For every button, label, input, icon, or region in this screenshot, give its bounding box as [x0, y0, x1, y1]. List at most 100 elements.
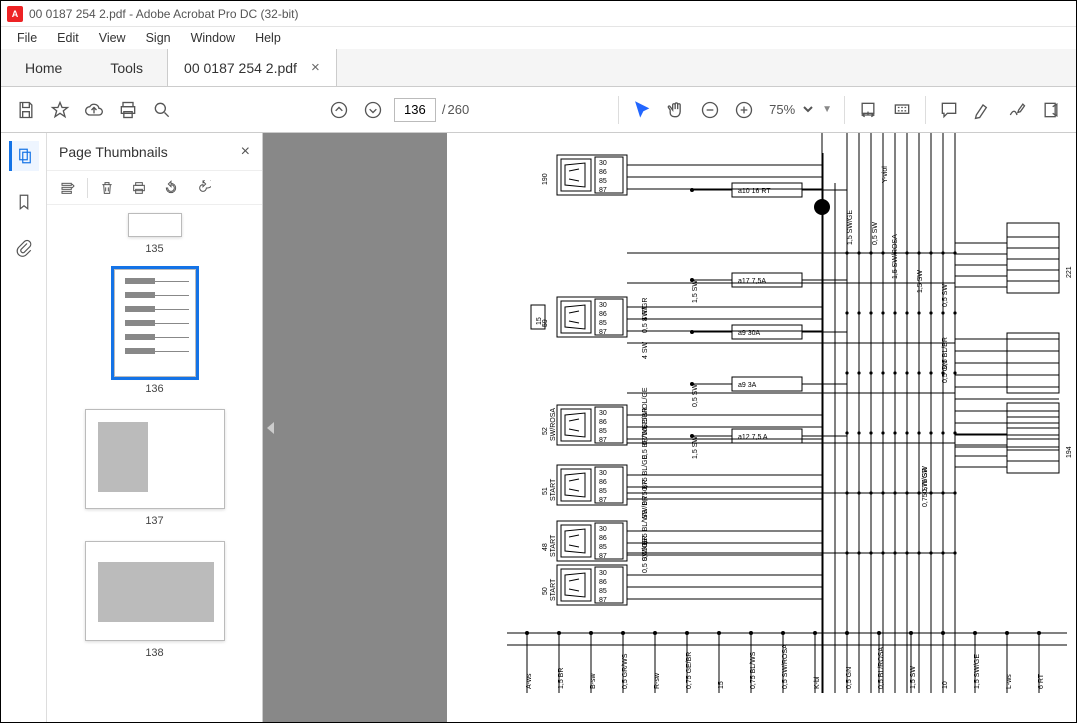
thumb-rotate-cw-icon[interactable] [190, 175, 216, 201]
svg-text:0,5 GR/WS: 0,5 GR/WS [622, 653, 629, 689]
thumbnails-close-icon[interactable]: × [241, 143, 250, 161]
main-area: Page Thumbnails × 135 136 137 138 30 86 85 87 1… [1, 133, 1076, 722]
zoom-out-icon[interactable] [693, 93, 727, 127]
comment-icon[interactable] [932, 93, 966, 127]
svg-text:0,5 BL/ROSA: 0,5 BL/ROSA [878, 647, 885, 689]
thumbnail-item[interactable]: 137 [47, 409, 262, 527]
thumb-options-icon[interactable] [55, 175, 81, 201]
rail-thumbnails-icon[interactable] [9, 141, 39, 171]
svg-text:+30: +30 [816, 205, 828, 212]
svg-text:0,5 SW/ROSA: 0,5 SW/ROSA [782, 644, 789, 689]
menu-help[interactable]: Help [245, 29, 291, 47]
menu-sign[interactable]: Sign [136, 29, 181, 47]
svg-text:4 SW: 4 SW [642, 341, 649, 359]
thumb-delete-icon[interactable] [94, 175, 120, 201]
svg-text:194: 194 [1066, 446, 1073, 458]
page-display-icon[interactable] [885, 93, 919, 127]
rail-bookmark-icon[interactable] [9, 187, 39, 217]
thumbnails-header: Page Thumbnails × [47, 133, 262, 171]
svg-text:48: 48 [542, 543, 549, 551]
svg-text:1,5 SW: 1,5 SW [917, 270, 924, 293]
save-icon[interactable] [9, 93, 43, 127]
svg-text:87: 87 [599, 553, 607, 560]
svg-text:0,75 GE/BR: 0,75 GE/BR [686, 652, 693, 689]
find-icon[interactable] [145, 93, 179, 127]
title-bar: A 00 0187 254 2.pdf - Adobe Acrobat Pro … [1, 1, 1076, 27]
thumbnail-label: 137 [145, 515, 163, 527]
highlight-icon[interactable] [966, 93, 1000, 127]
app-icon: A [7, 6, 23, 22]
svg-text:87: 87 [599, 597, 607, 604]
thumbnails-list[interactable]: 135 136 137 138 [47, 205, 262, 722]
svg-text:B-sw: B-sw [590, 673, 597, 690]
toolbar: / 260 75% ▼ [1, 87, 1076, 133]
svg-text:86: 86 [599, 535, 607, 542]
svg-text:K-bl: K-bl [814, 676, 821, 689]
share-icon[interactable] [1034, 93, 1068, 127]
sign-icon[interactable] [1000, 93, 1034, 127]
svg-text:221: 221 [1066, 266, 1073, 278]
thumbnail-item[interactable]: 138 [47, 541, 262, 659]
svg-text:30: 30 [599, 526, 607, 533]
tab-close-icon[interactable]: × [311, 59, 320, 76]
svg-text:0,5 SW/GR: 0,5 SW/GR [642, 298, 649, 333]
panel-collapse-handle[interactable] [263, 133, 277, 722]
collapse-triangle-icon[interactable] [267, 422, 274, 434]
thumbnails-toolbar [47, 171, 262, 205]
menu-bar: File Edit View Sign Window Help [1, 27, 1076, 49]
svg-text:0,5 SW: 0,5 SW [942, 284, 949, 307]
svg-text:87: 87 [599, 497, 607, 504]
thumb-print-icon[interactable] [126, 175, 152, 201]
select-tool-icon[interactable] [625, 93, 659, 127]
tab-home[interactable]: Home [1, 49, 86, 86]
thumbnails-title: Page Thumbnails [59, 144, 168, 160]
svg-text:0,75 SW/GR: 0,75 SW/GR [922, 468, 929, 507]
print-icon[interactable] [111, 93, 145, 127]
page-up-icon[interactable] [322, 93, 356, 127]
svg-text:30: 30 [599, 302, 607, 309]
svg-text:30: 30 [599, 470, 607, 477]
menu-view[interactable]: View [89, 29, 136, 47]
menu-edit[interactable]: Edit [47, 29, 89, 47]
thumbnails-panel: Page Thumbnails × 135 136 137 138 [47, 133, 263, 722]
fit-width-icon[interactable] [851, 93, 885, 127]
page-down-icon[interactable] [356, 93, 390, 127]
svg-text:0,75 BR: 0,75 BR [642, 536, 649, 561]
svg-text:0,5 SW: 0,5 SW [692, 384, 699, 407]
svg-text:L-ws: L-ws [1006, 674, 1013, 689]
svg-text:85: 85 [599, 428, 607, 435]
svg-text:START: START [550, 478, 557, 501]
svg-text:85: 85 [599, 588, 607, 595]
menu-window[interactable]: Window [181, 29, 245, 47]
svg-text:0,5 GN: 0,5 GN [846, 667, 853, 689]
page-separator: / [442, 102, 446, 117]
star-icon[interactable] [43, 93, 77, 127]
svg-text:1,5 SW/GE: 1,5 SW/GE [974, 654, 981, 689]
svg-text:SW/ROSA: SW/ROSA [550, 408, 557, 441]
rail-attachment-icon[interactable] [9, 233, 39, 263]
svg-text:52: 52 [542, 427, 549, 435]
svg-text:87: 87 [599, 329, 607, 336]
zoom-select[interactable]: 75% [761, 99, 816, 120]
thumbnail-item[interactable]: 136 [47, 269, 262, 395]
zoom-in-icon[interactable] [727, 93, 761, 127]
page-area[interactable]: 308685871903086858759153086858752SW/ROSA… [277, 133, 1076, 722]
svg-text:85: 85 [599, 320, 607, 327]
hand-tool-icon[interactable] [659, 93, 693, 127]
tab-document-label: 00 0187 254 2.pdf [184, 60, 297, 76]
page-total: 260 [448, 102, 470, 117]
cloud-upload-icon[interactable] [77, 93, 111, 127]
menu-file[interactable]: File [7, 29, 47, 47]
svg-text:87: 87 [599, 187, 607, 194]
svg-text:Y-viol: Y-viol [882, 166, 889, 183]
svg-text:86: 86 [599, 479, 607, 486]
page-number-input[interactable] [394, 98, 436, 122]
tab-document[interactable]: 00 0187 254 2.pdf × [167, 49, 337, 86]
thumb-rotate-ccw-icon[interactable] [158, 175, 184, 201]
thumbnail-item[interactable]: 135 [47, 213, 262, 255]
svg-text:R-sw: R-sw [654, 672, 661, 689]
tab-tools[interactable]: Tools [86, 49, 167, 86]
svg-text:50: 50 [542, 587, 549, 595]
svg-text:15: 15 [536, 317, 543, 325]
thumbnail-label: 136 [145, 383, 163, 395]
